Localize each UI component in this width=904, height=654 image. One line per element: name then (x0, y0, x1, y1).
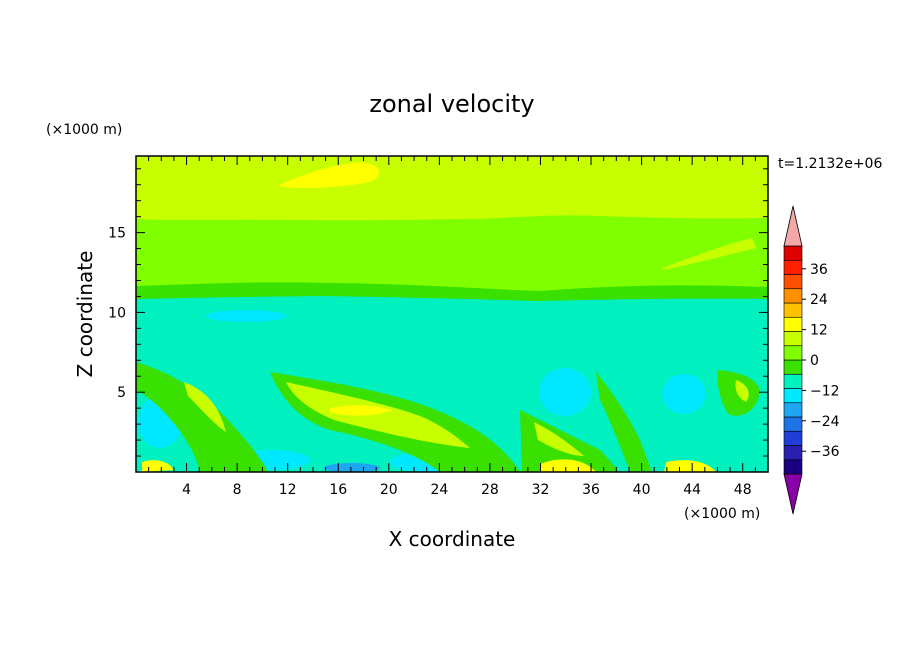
field-green-tongue (596, 372, 652, 472)
colorbar-tick-label: −24 (810, 414, 840, 430)
colorbar-swatch (783, 274, 803, 290)
colorbar-under-arrow (783, 473, 803, 515)
colorbar-swatch (783, 388, 803, 404)
colorbar-swatch (783, 302, 803, 318)
x-tick-label: 28 (481, 482, 499, 498)
colorbar-tick-label: 24 (810, 292, 828, 308)
field-yellow-top (278, 162, 380, 189)
field-green-strip (136, 282, 768, 301)
colorbar-tick-label: 0 (810, 353, 819, 369)
field-yg-inner (735, 380, 749, 402)
y-tick-label: 5 (117, 385, 126, 401)
field-upper-band (136, 156, 768, 221)
colorbar-tick-label: −36 (810, 444, 840, 460)
field-cyan-pool (539, 368, 591, 416)
field-yellow-patch (330, 405, 392, 416)
colorbar-swatch (783, 416, 803, 432)
colorbar-over-arrow (783, 205, 803, 247)
colorbar-swatch (783, 316, 803, 332)
y-tick-label: 10 (108, 305, 126, 321)
colorbar-swatch (783, 288, 803, 304)
velocity-field (136, 156, 768, 472)
x-tick-label: 12 (279, 482, 297, 498)
colorbar-swatch (783, 259, 803, 275)
y-axis-label: Z coordinate (73, 251, 97, 378)
chart-title: zonal velocity (369, 90, 534, 118)
x-tick-label: 20 (380, 482, 398, 498)
field-yg-inner (184, 382, 226, 432)
colorbar-swatch (783, 459, 803, 475)
x-axis-label: X coordinate (389, 527, 516, 551)
colorbar-swatch (783, 345, 803, 361)
x-tick-label: 32 (532, 482, 550, 498)
colorbar-tick-label: 12 (810, 323, 828, 339)
x-tick-label: 24 (430, 482, 448, 498)
x-tick-label: 16 (329, 482, 347, 498)
colorbar-swatch (783, 373, 803, 389)
colorbar-tick-label: −12 (810, 383, 840, 399)
field-yellow-patch (540, 459, 596, 472)
x-tick-label: 48 (734, 482, 752, 498)
x-tick-label: 4 (182, 482, 191, 498)
field-yg-inner (286, 382, 470, 448)
x-unit-label: (×1000 m) (684, 506, 760, 522)
colorbar-swatch (783, 445, 803, 461)
field-yellow-patch (142, 460, 174, 472)
y-tick-label: 15 (108, 226, 126, 242)
time-label: t=1.2132e+06 (778, 156, 882, 172)
field-cyan-pool (206, 310, 286, 322)
field-yg-inner (534, 422, 584, 456)
x-tick-label: 8 (233, 482, 242, 498)
field-green-tongue (136, 362, 268, 472)
colorbar: 36 24 12 0 −12 −24 −36 (783, 205, 840, 515)
colorbar-swatch (783, 359, 803, 375)
colorbar-swatch (783, 430, 803, 446)
colorbar-tick-label: 36 (810, 262, 828, 278)
field-yellow-patch (664, 460, 716, 472)
x-tick-label: 40 (633, 482, 651, 498)
y-unit-label: (×1000 m) (46, 122, 122, 138)
field-upper-lobe (662, 238, 756, 270)
colorbar-swatch (783, 245, 803, 261)
field-cyan-pool (662, 374, 706, 414)
colorbar-swatch (783, 331, 803, 347)
field-green-tongue (520, 410, 620, 472)
colorbar-swatch (783, 402, 803, 418)
x-tick-label: 36 (582, 482, 600, 498)
x-tick-label: 44 (683, 482, 701, 498)
